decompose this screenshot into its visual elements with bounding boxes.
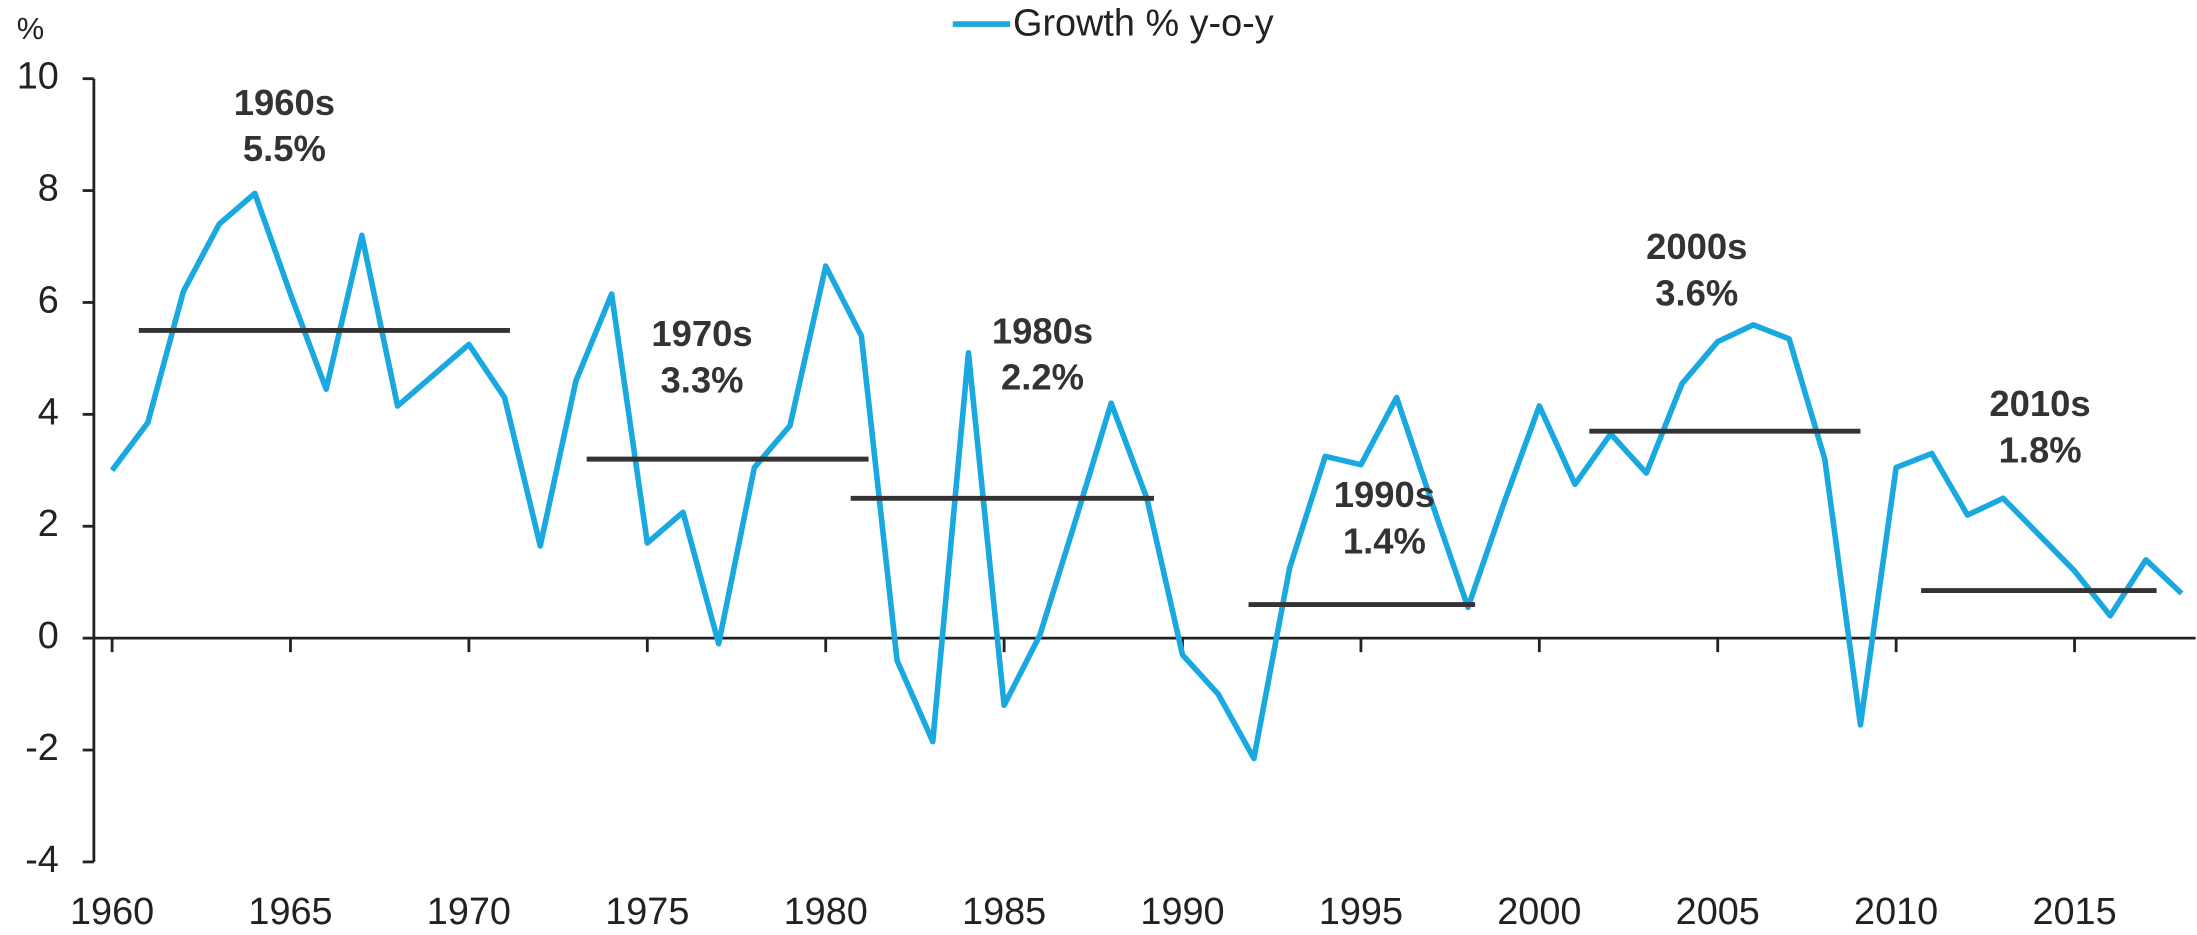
- x-tick-label: 1970: [427, 891, 511, 933]
- y-tick-label: 8: [38, 168, 59, 210]
- x-tick-label: 1960: [70, 891, 154, 933]
- decade-label: 1980s: [992, 310, 1093, 351]
- decade-average: 2.2%: [1001, 357, 1084, 398]
- x-tick-label: 1980: [784, 891, 868, 933]
- decade-label: 2000s: [1646, 226, 1747, 267]
- x-tick-label: 2015: [2032, 891, 2116, 933]
- decade-label: 2010s: [1989, 383, 2090, 424]
- x-tick-label: 2010: [1854, 891, 1938, 933]
- x-tick-label: 1995: [1319, 891, 1403, 933]
- y-tick-label: 4: [38, 391, 59, 433]
- decade-label: 1990s: [1334, 474, 1435, 515]
- y-tick-label: -4: [25, 839, 59, 881]
- y-tick-label: 10: [17, 56, 59, 98]
- x-tick-label: 1975: [605, 891, 689, 933]
- decade-label: 1970s: [651, 313, 752, 354]
- data-line: [109, 190, 2184, 762]
- y-tick-label: 6: [38, 279, 59, 321]
- y-axis-label: %: [17, 11, 44, 46]
- decade-average: 3.6%: [1655, 272, 1738, 313]
- legend-label: Growth % y-o-y: [1013, 2, 1274, 44]
- decade-average: 3.3%: [660, 359, 743, 400]
- x-tick-label: 2005: [1676, 891, 1760, 933]
- decade-average: 1.4%: [1343, 520, 1426, 561]
- x-tick-label: 2000: [1497, 891, 1581, 933]
- y-tick-label: -2: [25, 727, 59, 769]
- decade-label: 1960s: [234, 82, 335, 123]
- y-tick-label: 2: [38, 503, 59, 545]
- x-tick-label: 1965: [248, 891, 332, 933]
- x-tick-label: 1990: [1140, 891, 1224, 933]
- x-tick-label: 1985: [962, 891, 1046, 933]
- decade-average: 5.5%: [243, 128, 326, 169]
- y-tick-label: 0: [38, 615, 59, 657]
- decade-average: 1.8%: [1999, 429, 2082, 470]
